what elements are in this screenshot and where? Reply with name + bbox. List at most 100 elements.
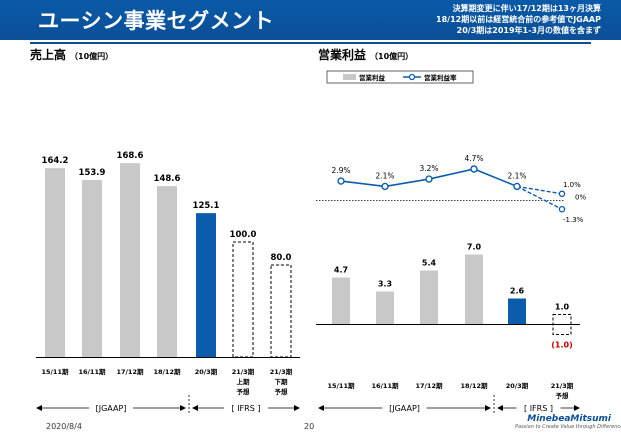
profit-category-label: 20/3期 xyxy=(506,381,529,390)
margin-point xyxy=(513,182,521,191)
profit-bar xyxy=(552,314,572,325)
profit-value-label: 2.6 xyxy=(510,287,525,296)
profit-bar xyxy=(508,298,526,325)
sales-category-label: 15/11期 xyxy=(42,367,69,376)
sales-value-label: 125.1 xyxy=(193,201,220,211)
sales-value-label: 80.0 xyxy=(271,253,292,263)
sales-value-label: 164.2 xyxy=(42,156,69,166)
sales-value-label: 100.0 xyxy=(230,230,257,240)
sales-bar xyxy=(120,163,140,357)
margin-value-label: 2.1% xyxy=(375,171,394,180)
profit-group-label: [JGAAP] xyxy=(389,404,420,413)
header-note: 18/12期以前は経営統合前の参考値でJGAAP xyxy=(436,15,601,24)
margin-point xyxy=(337,177,345,185)
sales-category-label: 16/11期 xyxy=(79,367,106,376)
legend-line-marker xyxy=(408,73,416,81)
profit-bar-forecast-negative xyxy=(552,324,572,335)
sales-category-label: 17/12期 xyxy=(117,367,144,376)
profit-category-sublabel: 予想 xyxy=(556,391,570,400)
footer-date: 2020/8/4 xyxy=(46,422,82,431)
profit-value-label: 1.0 xyxy=(555,303,570,312)
profit-category-label: 21/3期 xyxy=(551,381,574,390)
profit-title-unit: （10億円） xyxy=(370,52,414,61)
profit-group-label-bg xyxy=(516,402,561,414)
sales-title: 売上高 （10億円） xyxy=(30,46,113,63)
profit-group-arrowhead xyxy=(485,405,491,411)
sales-category-sublabel: 下期 xyxy=(275,377,289,386)
sales-value-label: 168.6 xyxy=(117,151,144,161)
header-banner: ユーシン事業セグメント 決算期変更に伴い17/12期は13ヶ月決算 18/12期… xyxy=(0,0,621,40)
header-underline xyxy=(30,42,591,44)
sales-bar xyxy=(157,186,177,357)
margin-forecast-point xyxy=(558,205,566,213)
header-note: 決算期変更に伴い17/12期は13ヶ月決算 xyxy=(452,4,601,13)
legend-bar-swatch xyxy=(343,74,356,80)
profit-bar xyxy=(376,291,394,325)
profit-value-label: 7.0 xyxy=(467,243,482,252)
margin-point xyxy=(381,182,389,191)
sales-bar xyxy=(82,180,102,357)
sales-category-label: 18/12期 xyxy=(154,367,181,376)
profit-negative-label: (1.0) xyxy=(551,341,572,350)
profit-bar xyxy=(420,270,438,325)
margin-zero-label: 0% xyxy=(575,194,586,202)
margin-point xyxy=(425,175,433,183)
sales-group-arrowhead xyxy=(180,405,186,411)
profit-group-arrowhead xyxy=(574,405,580,411)
margin-value-label: 2.9% xyxy=(331,166,350,175)
margin-point xyxy=(470,165,478,173)
profit-group-arrowhead xyxy=(318,405,324,411)
sales-category-label: 20/3期 xyxy=(195,367,218,376)
margin-forecast-label: 1.0% xyxy=(563,181,581,189)
sales-title-main: 売上高 xyxy=(30,48,67,62)
profit-group-label: [ IFRS ] xyxy=(524,404,553,413)
sales-group-arrowhead xyxy=(294,405,300,411)
legend-line-label: 営業利益率 xyxy=(424,73,457,82)
company-logo: MinebeaMitsumi Passion to Create Value t… xyxy=(515,414,621,434)
profit-value-label: 5.4 xyxy=(422,259,437,268)
logo-tagline: Passion to Create Value through Differen… xyxy=(515,424,621,430)
margin-forecast-label: -1.3% xyxy=(563,216,584,224)
sales-category-sublabel: 予想 xyxy=(275,387,289,396)
page-number: 20 xyxy=(304,422,315,431)
sales-category-label: 21/3期 xyxy=(232,367,255,376)
sales-group-arrowhead xyxy=(36,405,42,411)
header-notes: 決算期変更に伴い17/12期は13ヶ月決算 18/12期以前は経営統合前の参考値… xyxy=(436,3,601,36)
profit-category-label: 18/12期 xyxy=(461,381,488,390)
profit-value-label: 3.3 xyxy=(378,280,392,289)
profit-group-label-bg xyxy=(382,402,427,414)
profit-category-label: 16/11期 xyxy=(372,381,399,390)
profit-value-label: 4.7 xyxy=(334,266,348,275)
header-note: 20/3期は2019年1-3月の数値を含まず xyxy=(456,26,601,35)
sales-bar xyxy=(196,213,216,357)
margin-value-label: 4.7% xyxy=(464,154,483,163)
legend-bar-label: 営業利益 xyxy=(359,73,386,82)
profit-category-label: 17/12期 xyxy=(416,381,443,390)
sales-group-label: [ IFRS ] xyxy=(232,404,261,413)
margin-value-label: 2.1% xyxy=(507,171,526,180)
sales-group-label: [JGAAP] xyxy=(96,404,127,413)
sales-category-sublabel: 予想 xyxy=(237,387,251,396)
margin-forecast-point xyxy=(558,190,566,198)
margin-forecast-line xyxy=(516,185,563,210)
sales-group-label-bg xyxy=(224,402,268,414)
profit-bar xyxy=(465,254,483,325)
profit-bar xyxy=(332,277,350,325)
margin-value-label: 3.2% xyxy=(419,164,438,173)
sales-bar xyxy=(45,168,65,357)
profit-title-main: 営業利益 xyxy=(318,48,367,62)
sales-value-label: 148.6 xyxy=(154,174,181,184)
legend-box xyxy=(326,70,474,84)
sales-group-arrowhead xyxy=(192,405,198,411)
logo-name: MinebeaMitsumi xyxy=(527,414,611,424)
sales-group-label-bg xyxy=(89,402,133,414)
sales-title-unit: （10億円） xyxy=(70,52,114,61)
sales-value-label: 153.9 xyxy=(79,168,106,178)
profit-category-label: 15/11期 xyxy=(328,381,355,390)
sales-category-sublabel: 上期 xyxy=(237,377,251,386)
sales-category-label: 21/3期 xyxy=(270,367,293,376)
profit-title: 営業利益 （10億円） xyxy=(318,46,413,63)
margin-forecast-line xyxy=(516,185,563,195)
